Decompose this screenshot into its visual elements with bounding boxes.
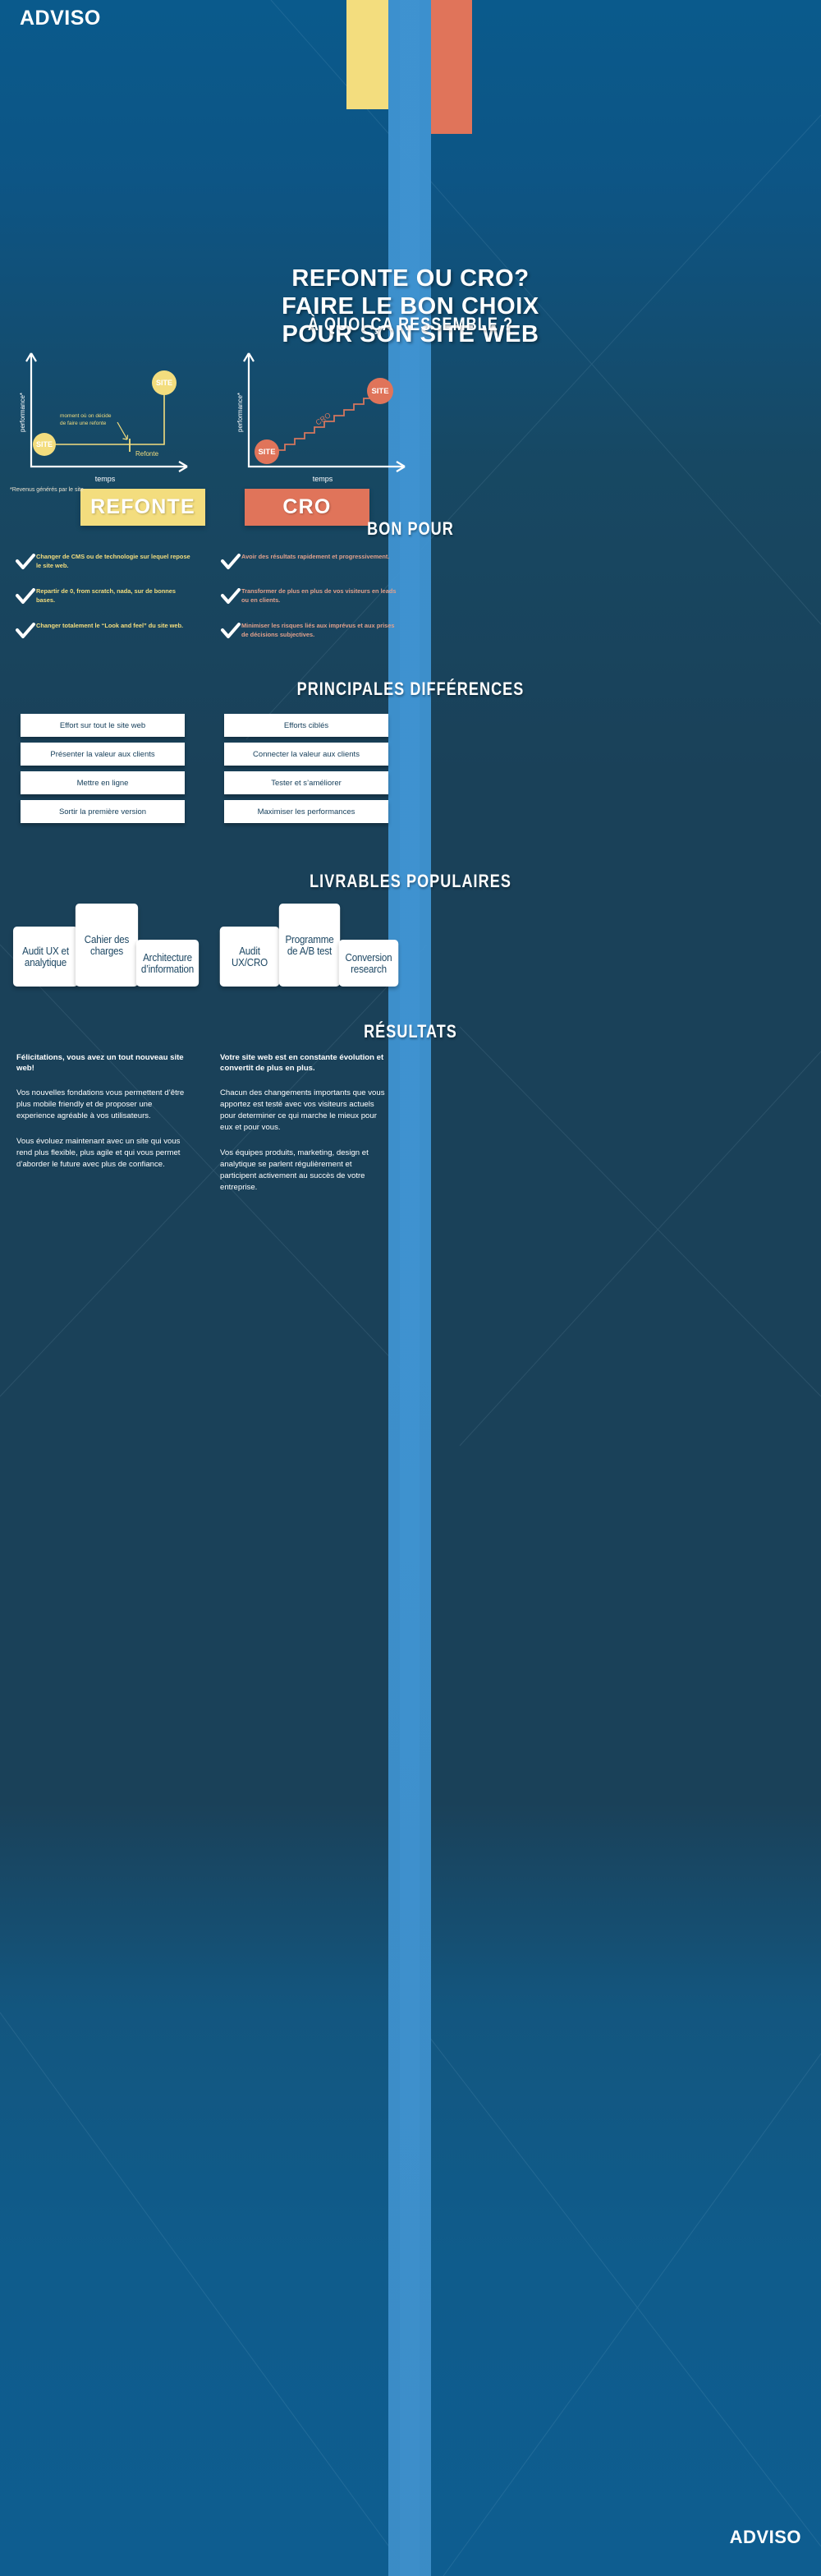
list-item-label: Repartir de 0, from scratch, nada, sur d… (36, 587, 177, 604)
check-icon (15, 623, 36, 639)
chart-cro: SITE SITE performance* temps CRO (236, 352, 406, 483)
resultats-paragraph: Vous évoluez maintenant avec un site qui… (16, 1137, 181, 1169)
list-item: Minimiser les risques liés aux imprévus … (220, 621, 401, 639)
livrable-box: Audit UX/CRO (219, 927, 280, 987)
check-icon (15, 588, 36, 605)
diff-box: Connecter la valeur aux clients (224, 743, 388, 766)
svg-text:temps: temps (95, 475, 116, 483)
badge-cro: CRO (245, 489, 369, 526)
section-heading-differences: PRINCIPALES DIFFÉRENCES (296, 678, 525, 699)
svg-text:moment où on décide: moment où on décide (60, 413, 112, 419)
list-item: Avoir des résultats rapidement et progre… (220, 552, 401, 570)
logo-adviso-footer: ADVISO (729, 2527, 801, 2547)
chart-refonte: SITE SITE performance* temps Refonte mom… (19, 352, 188, 483)
check-icon (15, 554, 36, 570)
diff-box: Tester et s’améliorer (224, 771, 388, 794)
resultats-paragraph: Chacun des changements importants que vo… (220, 1088, 385, 1132)
checklist-refonte: Changer de CMS ou de technologie sur leq… (15, 552, 195, 656)
svg-text:SITE: SITE (371, 387, 388, 396)
svg-text:SITE: SITE (156, 379, 172, 387)
title-line-2: FAIRE LE BON CHOIX (282, 293, 539, 320)
list-item-label: Transformer de plus en plus de vos visit… (241, 587, 397, 604)
title-line-1: REFONTE OU CRO? (291, 265, 530, 292)
diff-box: Sortir la première version (21, 800, 185, 823)
title-line-3: POUR SON SITE WEB (282, 321, 539, 347)
livrable-box: Architecture d’information (135, 940, 200, 987)
list-item-label: Changer totalement le “Look and feel” du… (36, 622, 184, 629)
differences-cro: Efforts ciblés Connecter la valeur aux c… (224, 714, 388, 829)
checklist-cro: Avoir des résultats rapidement et progre… (220, 552, 401, 656)
livrable-box: Audit UX et analytique (12, 927, 79, 987)
resultats-paragraph: Vos équipes produits, marketing, design … (220, 1148, 369, 1192)
chart-footnote: *Revenus générés par le site (10, 487, 84, 493)
list-item: Changer de CMS ou de technologie sur leq… (15, 552, 195, 570)
svg-text:CRO: CRO (314, 411, 333, 426)
svg-text:SITE: SITE (36, 440, 53, 448)
differences-refonte: Effort sur tout le site web Présenter la… (21, 714, 185, 829)
logo-adviso: ADVISO (20, 7, 101, 30)
page-title: REFONTE OU CRO? FAIRE LE BON CHOIX POUR … (0, 264, 821, 348)
list-item: Repartir de 0, from scratch, nada, sur d… (15, 586, 195, 605)
svg-text:de faire une refonte: de faire une refonte (60, 421, 107, 426)
resultats-heading: Félicitations, vous avez un tout nouveau… (16, 1053, 184, 1073)
resultats-cro: Votre site web est en constante évolutio… (220, 1052, 388, 1208)
diff-box: Mettre en ligne (21, 771, 185, 794)
livrable-box: Programme de A/B test (278, 904, 341, 987)
header-bar-yellow (346, 0, 388, 109)
section-heading-bon-pour: BON POUR (367, 518, 454, 539)
list-item-label: Minimiser les risques liés aux imprévus … (241, 622, 395, 638)
livrable-box: Cahier des charges (75, 904, 139, 987)
check-icon (220, 554, 241, 570)
list-item: Transformer de plus en plus de vos visit… (220, 586, 401, 605)
svg-text:performance*: performance* (19, 393, 26, 432)
badge-refonte: REFONTE (80, 489, 205, 526)
list-item: Changer totalement le “Look and feel” du… (15, 621, 195, 639)
svg-text:SITE: SITE (258, 448, 275, 457)
diff-box: Maximiser les performances (224, 800, 388, 823)
list-item-label: Changer de CMS ou de technologie sur leq… (36, 553, 190, 569)
svg-text:temps: temps (313, 475, 333, 483)
resultats-heading: Votre site web est en constante évolutio… (220, 1053, 384, 1073)
svg-text:performance*: performance* (236, 393, 244, 432)
diff-box: Présenter la valeur aux clients (21, 743, 185, 766)
check-icon (220, 623, 241, 639)
livrable-box: Conversion research (338, 940, 399, 987)
header-bar-orange (431, 0, 472, 134)
resultats-refonte: Félicitations, vous avez un tout nouveau… (16, 1052, 185, 1184)
svg-text:Refonte: Refonte (135, 450, 159, 458)
section-heading-livrables: LIVRABLES POPULAIRES (310, 871, 511, 891)
diff-box: Effort sur tout le site web (21, 714, 185, 737)
list-item-label: Avoir des résultats rapidement et progre… (241, 553, 390, 560)
header-bar-blue (388, 0, 431, 2576)
diff-box: Efforts ciblés (224, 714, 388, 737)
check-icon (220, 588, 241, 605)
section-heading-a-quoi: À QUOI ÇA RESSEMBLE ? (307, 314, 514, 334)
section-heading-resultats: RÉSULTATS (364, 1021, 457, 1042)
resultats-paragraph: Vos nouvelles fondations vous permettent… (16, 1088, 185, 1120)
